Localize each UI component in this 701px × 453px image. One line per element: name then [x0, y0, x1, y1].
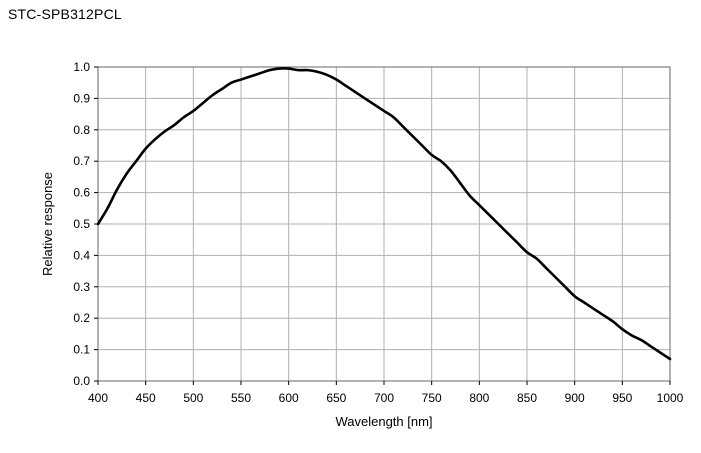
y-tick-label: 0.1 [73, 343, 90, 357]
x-axis-label: Wavelength [nm] [335, 414, 432, 429]
y-tick-label: 1.0 [73, 60, 90, 74]
x-axis: 400 450 500 550 600 650 700 750 800 850 900 950 1000 [88, 381, 684, 405]
response-curve [96, 67, 672, 361]
x-tick-label: 850 [517, 391, 537, 405]
y-tick-label: 0.8 [73, 123, 90, 137]
x-tick-label: 1000 [657, 391, 684, 405]
x-tick-label: 750 [422, 391, 442, 405]
y-tick-label: 0.4 [73, 248, 90, 262]
x-tick-label: 550 [231, 391, 251, 405]
x-tick-label: 800 [469, 391, 489, 405]
y-tick-label: 0.7 [73, 154, 90, 168]
x-tick-label: 600 [279, 391, 299, 405]
x-tick-label: 900 [565, 391, 585, 405]
y-tick-label: 0.3 [73, 280, 90, 294]
x-tick-label: 450 [136, 391, 156, 405]
x-tick-label: 950 [612, 391, 632, 405]
y-tick-label: 0.2 [73, 311, 90, 325]
x-tick-label: 700 [374, 391, 394, 405]
y-tick-label: 0.6 [73, 186, 90, 200]
page-title: STC-SPB312PCL [8, 6, 122, 22]
y-tick-label: 0.9 [73, 91, 90, 105]
x-tick-label: 500 [183, 391, 203, 405]
grid [97, 66, 671, 382]
y-tick-label: 0.5 [73, 217, 90, 231]
x-tick-label: 650 [326, 391, 346, 405]
y-axis: 0.0 0.1 0.2 0.3 0.4 0.5 0.6 0.7 0.8 0.9 1.0 [73, 60, 98, 388]
x-tick-label: 400 [88, 391, 108, 405]
y-axis-label: Relative response [40, 172, 55, 276]
y-tick-label: 0.0 [73, 374, 90, 388]
